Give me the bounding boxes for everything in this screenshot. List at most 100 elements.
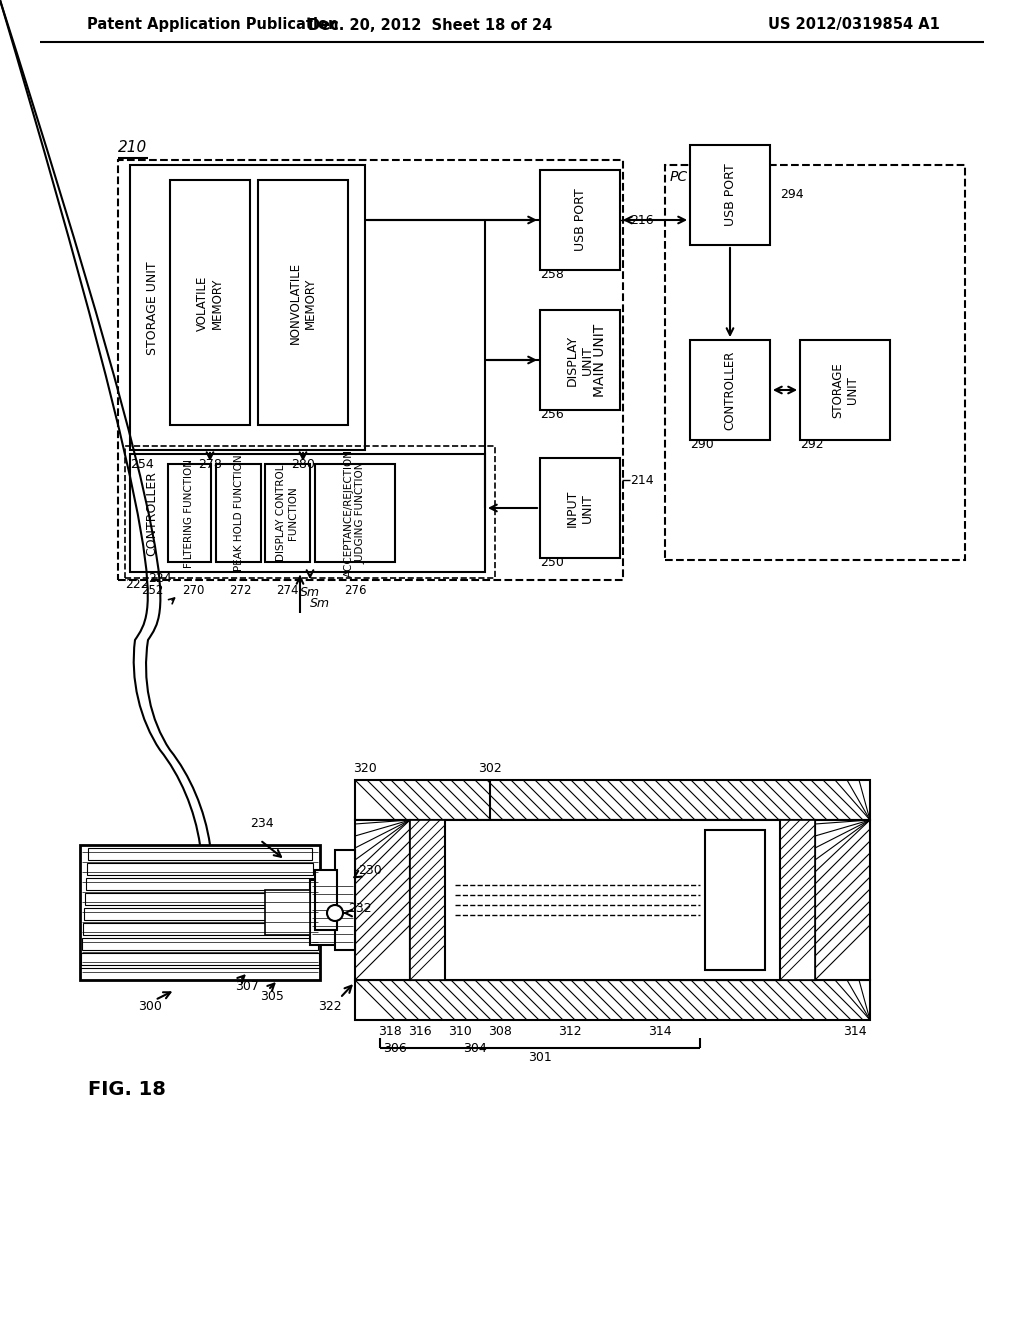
Text: 278: 278	[198, 458, 222, 471]
Text: FIG. 18: FIG. 18	[88, 1080, 166, 1100]
Bar	[315, 870, 337, 931]
Text: CONTROLLER: CONTROLLER	[145, 470, 159, 556]
Bar	[355, 979, 870, 1020]
Text: Sm: Sm	[310, 597, 330, 610]
Text: 292: 292	[800, 438, 823, 451]
Text: 310: 310	[449, 1026, 472, 1038]
Bar	[265, 890, 310, 935]
Text: 300: 300	[138, 1001, 162, 1012]
Text: 254: 254	[130, 458, 154, 471]
Text: PEAK HOLD FUNCTION: PEAK HOLD FUNCTION	[234, 454, 244, 572]
Bar	[690, 341, 770, 440]
Text: 274: 274	[275, 583, 298, 597]
Bar	[82, 939, 318, 950]
Text: US 2012/0319854 A1: US 2012/0319854 A1	[768, 17, 940, 33]
Bar	[118, 160, 623, 579]
Bar	[80, 845, 319, 979]
Bar	[130, 165, 365, 450]
Bar	[315, 465, 395, 562]
Text: 306: 306	[383, 1041, 407, 1055]
Text: 280: 280	[291, 458, 315, 471]
Bar	[540, 170, 620, 271]
Bar	[125, 446, 495, 578]
Text: ACCEPTANCE/REJECTION
JUDGING FUNCTION: ACCEPTANCE/REJECTION JUDGING FUNCTION	[344, 449, 366, 577]
Text: Sm: Sm	[300, 586, 319, 599]
Bar	[800, 341, 890, 440]
Text: 301: 301	[528, 1051, 552, 1064]
Bar	[665, 165, 965, 560]
Bar	[815, 820, 870, 979]
Bar	[410, 820, 815, 979]
Text: 214: 214	[630, 474, 653, 487]
Text: VOLATILE
MEMORY: VOLATILE MEMORY	[196, 276, 224, 331]
Text: 222: 222	[125, 578, 148, 591]
Bar	[780, 820, 815, 979]
Text: NONVOLATILE
MEMORY: NONVOLATILE MEMORY	[289, 261, 317, 345]
Text: DISPLAY
UNIT: DISPLAY UNIT	[566, 334, 594, 385]
Bar	[445, 820, 780, 979]
Text: 302: 302	[478, 762, 502, 775]
Text: 322: 322	[318, 1001, 342, 1012]
Bar	[130, 454, 485, 572]
Bar	[690, 145, 770, 246]
Text: STORAGE
UNIT: STORAGE UNIT	[831, 362, 859, 418]
Text: 256: 256	[540, 408, 564, 421]
Bar	[540, 458, 620, 558]
Bar	[84, 908, 316, 920]
Bar	[168, 465, 211, 562]
Text: 252: 252	[141, 583, 163, 597]
Text: 312: 312	[558, 1026, 582, 1038]
Circle shape	[327, 906, 343, 921]
Text: 276: 276	[344, 583, 367, 597]
Text: Patent Application Publication: Patent Application Publication	[87, 17, 339, 33]
Bar	[170, 180, 250, 425]
Bar	[355, 820, 410, 979]
Text: STORAGE UNIT: STORAGE UNIT	[145, 261, 159, 355]
Text: 318: 318	[378, 1026, 401, 1038]
Text: USB PORT: USB PORT	[724, 164, 736, 226]
Bar	[85, 894, 315, 906]
Text: FILTERING FUNCTION: FILTERING FUNCTION	[184, 458, 194, 568]
Bar	[216, 465, 261, 562]
Text: USB PORT: USB PORT	[573, 189, 587, 251]
Bar	[705, 830, 765, 970]
Text: 250: 250	[540, 556, 564, 569]
Text: DISPLAY CONTROL
FUNCTION: DISPLAY CONTROL FUNCTION	[276, 465, 298, 561]
Bar	[355, 780, 870, 820]
Text: 304: 304	[463, 1041, 486, 1055]
Text: INPUT
UNIT: INPUT UNIT	[566, 490, 594, 527]
Text: 210: 210	[118, 140, 147, 154]
Bar	[310, 880, 355, 945]
Bar	[88, 847, 312, 861]
Text: 234: 234	[250, 817, 273, 830]
Text: CONTROLLER: CONTROLLER	[724, 350, 736, 430]
Text: 305: 305	[260, 990, 284, 1003]
Text: 307: 307	[234, 979, 259, 993]
Bar	[86, 878, 314, 890]
Text: 270: 270	[182, 583, 204, 597]
Bar	[81, 953, 319, 965]
Bar	[410, 820, 445, 979]
Text: 316: 316	[409, 1026, 432, 1038]
Text: 224: 224	[148, 572, 172, 585]
Bar	[87, 863, 313, 875]
Text: 320: 320	[353, 762, 377, 775]
Text: 230: 230	[358, 863, 382, 876]
Bar	[83, 923, 317, 935]
Text: 294: 294	[780, 189, 804, 202]
Text: PC: PC	[670, 170, 688, 183]
Text: 314: 314	[648, 1026, 672, 1038]
Text: Dec. 20, 2012  Sheet 18 of 24: Dec. 20, 2012 Sheet 18 of 24	[308, 17, 552, 33]
Bar	[80, 968, 319, 979]
Text: 308: 308	[488, 1026, 512, 1038]
Bar	[335, 850, 355, 950]
Text: 232: 232	[348, 902, 372, 915]
Bar	[265, 465, 310, 562]
Text: MAIN UNIT: MAIN UNIT	[593, 323, 607, 396]
Text: 272: 272	[228, 583, 251, 597]
Text: 258: 258	[540, 268, 564, 281]
Text: 216: 216	[630, 214, 653, 227]
Text: 314: 314	[843, 1026, 866, 1038]
Bar	[258, 180, 348, 425]
Text: 290: 290	[690, 438, 714, 451]
